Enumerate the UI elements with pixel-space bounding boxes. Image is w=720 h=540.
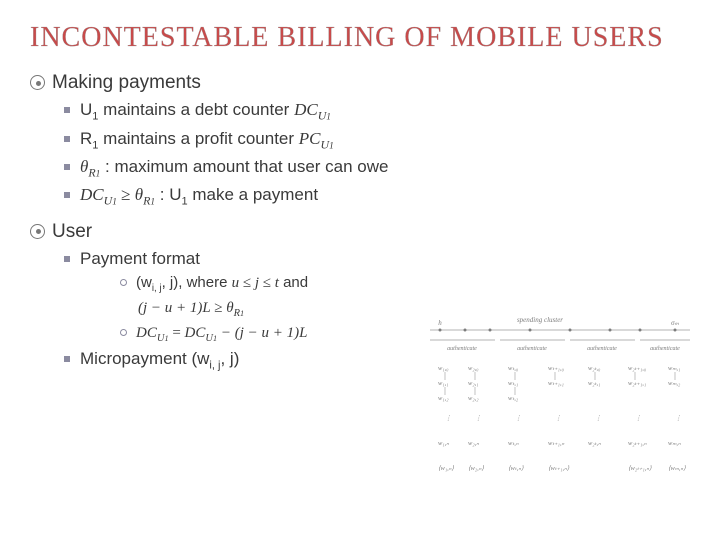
svg-text:wₘ,ₙ: wₘ,ₙ [668, 440, 681, 447]
svg-text:⟨wₜ₊₁,ₙ⟩: ⟨wₜ₊₁,ₙ⟩ [548, 465, 570, 472]
spending-cluster-diagram: spending cluster h σₘ authenticate authe… [420, 310, 700, 510]
svg-text:w₂,ₙ: w₂,ₙ [468, 440, 479, 447]
svg-text:⋮: ⋮ [675, 415, 682, 422]
item-text: U1 maintains a debt counter DCU1 [80, 100, 331, 123]
item-text: (wi, j, j), where u ≤ j ≤ t and [136, 274, 308, 294]
item-text: Micropayment (wi, j, j) [80, 349, 239, 371]
item-text: DCU1 = DCU1 − (j − u + 1)L [136, 324, 307, 344]
slide-title: INCONTESTABLE BILLING OF MOBILE USERS [30, 22, 690, 54]
svg-text:w₂ₜ,₀: w₂ₜ,₀ [588, 365, 600, 372]
svg-text:w₂ₜ₊₁,₀: w₂ₜ₊₁,₀ [628, 365, 646, 372]
svg-text:w₂,₂: w₂,₂ [468, 395, 479, 402]
svg-text:⟨wₜ,ₙ⟩: ⟨wₜ,ₙ⟩ [508, 465, 524, 472]
svg-text:wₘ,₂: wₘ,₂ [668, 380, 681, 387]
svg-text:σₘ: σₘ [671, 319, 679, 327]
square-bullet-icon [64, 192, 70, 198]
svg-text:⟨wₘ,ₙ⟩: ⟨wₘ,ₙ⟩ [668, 465, 686, 472]
item-text: R1 maintains a profit counter PCU1 [80, 129, 334, 152]
list-item: θR1 : maximum amount that user can owe [64, 157, 690, 180]
item-text: DCU1 ≥ θR1 : U1 make a payment [80, 185, 318, 208]
svg-text:authenticate: authenticate [587, 346, 617, 352]
svg-text:w₁,₁: w₁,₁ [438, 380, 448, 387]
svg-text:h: h [438, 319, 442, 327]
svg-text:⋮: ⋮ [445, 415, 452, 422]
heading-text: User [52, 221, 92, 243]
list-item: Payment format [64, 249, 690, 269]
svg-text:wₜ,₁: wₜ,₁ [508, 380, 518, 387]
svg-text:wₜ,₂: wₜ,₂ [508, 395, 519, 402]
list-item: DCU1 ≥ θR1 : U1 make a payment [64, 185, 690, 208]
svg-text:⋮: ⋮ [595, 415, 602, 422]
circle-bullet-icon [120, 279, 127, 286]
svg-text:⟨w₂,ₙ⟩: ⟨w₂,ₙ⟩ [468, 465, 484, 472]
svg-text:wₜ,ₙ: wₜ,ₙ [508, 440, 519, 447]
square-bullet-icon [64, 356, 70, 362]
item-text: θR1 : maximum amount that user can owe [80, 157, 388, 180]
item-text: (j − u + 1)L ≥ θR1 [138, 299, 244, 319]
svg-text:authenticate: authenticate [517, 346, 547, 352]
svg-text:authenticate: authenticate [447, 346, 477, 352]
heading-making-payments: Making payments [30, 72, 690, 94]
svg-text:w₂ₜ₊₁,ₙ: w₂ₜ₊₁,ₙ [628, 440, 647, 447]
svg-text:w₂ₜ,ₙ: w₂ₜ,ₙ [588, 440, 601, 447]
svg-text:w₁,ₙ: w₁,ₙ [438, 440, 449, 447]
square-bullet-icon [64, 164, 70, 170]
svg-text:wₜ₊₁,ₙ: wₜ₊₁,ₙ [548, 440, 565, 447]
section-making-payments: Making payments U1 maintains a debt coun… [30, 72, 690, 209]
svg-text:w₂ₜ₊₁,₁: w₂ₜ₊₁,₁ [628, 380, 646, 387]
svg-text:w₂,₀: w₂,₀ [468, 365, 478, 372]
list-item: (wi, j, j), where u ≤ j ≤ t and [120, 274, 690, 294]
circle-bullet-icon [120, 329, 127, 336]
list-item: R1 maintains a profit counter PCU1 [64, 129, 690, 152]
heading-user: User [30, 221, 690, 243]
square-bullet-icon [64, 136, 70, 142]
heading-text: Making payments [52, 72, 201, 94]
sub-list: U1 maintains a debt counter DCU1 R1 main… [64, 100, 690, 209]
svg-text:⋮: ⋮ [635, 415, 642, 422]
item-text: Payment format [80, 249, 200, 269]
svg-text:⟨w₂ₜ₊₁,ₙ⟩: ⟨w₂ₜ₊₁,ₙ⟩ [628, 465, 652, 472]
svg-text:w₁,₂: w₁,₂ [438, 395, 449, 402]
svg-text:⟨w₁,ₙ⟩: ⟨w₁,ₙ⟩ [438, 465, 454, 472]
list-item: U1 maintains a debt counter DCU1 [64, 100, 690, 123]
svg-text:spending cluster: spending cluster [517, 316, 563, 324]
svg-text:wₜ,₀: wₜ,₀ [508, 365, 518, 372]
svg-text:⋮: ⋮ [555, 415, 562, 422]
svg-text:⋮: ⋮ [515, 415, 522, 422]
square-bullet-icon [64, 107, 70, 113]
svg-text:⋮: ⋮ [475, 415, 482, 422]
svg-text:w₁,₀: w₁,₀ [438, 365, 448, 372]
svg-text:w₂ₜ,₁: w₂ₜ,₁ [588, 380, 600, 387]
svg-text:w₂,₁: w₂,₁ [468, 380, 478, 387]
target-bullet-icon [30, 75, 45, 90]
svg-text:wₜ₊₁,₀: wₜ₊₁,₀ [548, 365, 564, 372]
svg-text:authenticate: authenticate [650, 346, 680, 352]
target-bullet-icon [30, 224, 45, 239]
svg-text:wₘ,₁: wₘ,₁ [668, 365, 680, 372]
svg-text:wₜ₊₁,₁: wₜ₊₁,₁ [548, 380, 564, 387]
square-bullet-icon [64, 256, 70, 262]
